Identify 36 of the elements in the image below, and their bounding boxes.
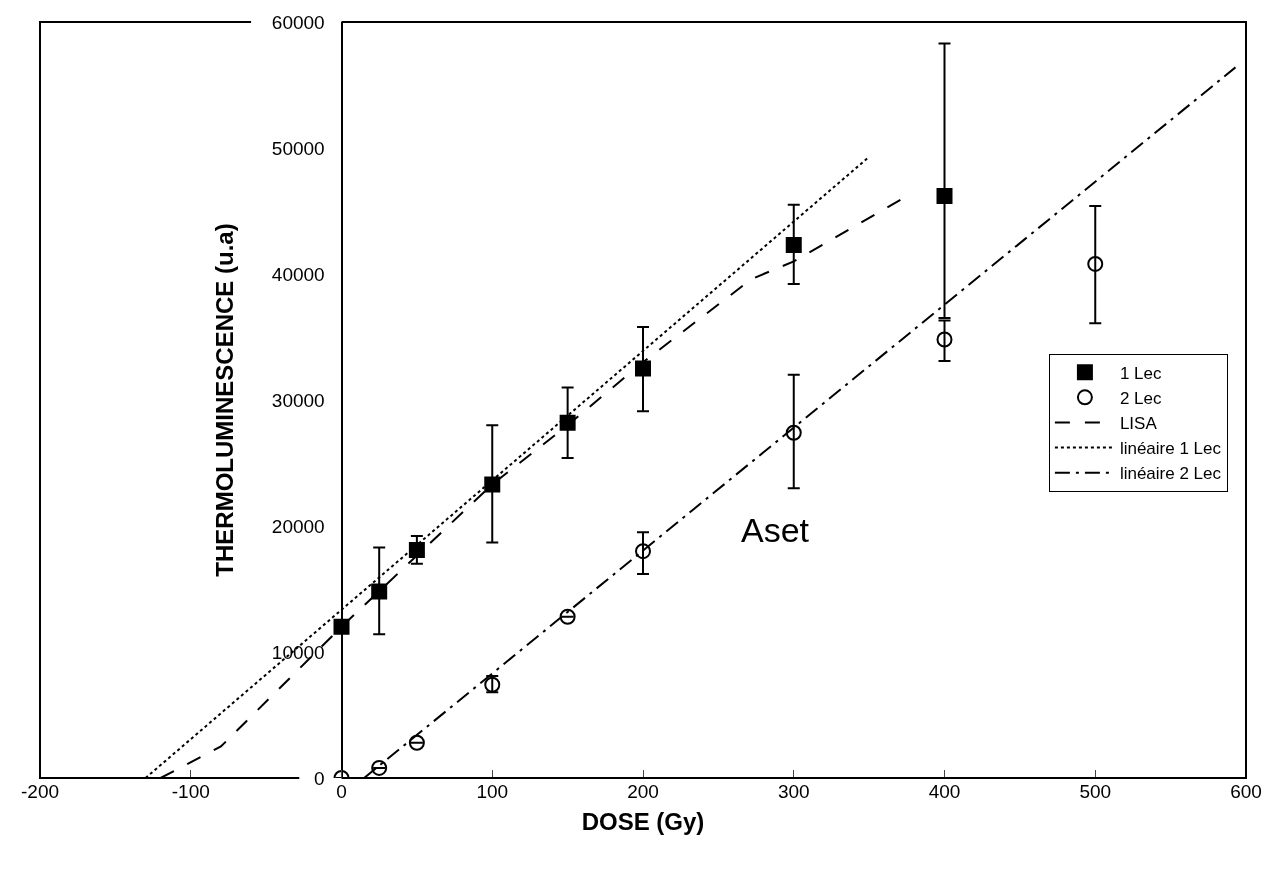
x-tick-label: 400 [928, 781, 961, 802]
y-axis-title: THERMOLUMINESCENCE (u.a) [211, 223, 239, 577]
point [936, 331, 953, 348]
point [408, 734, 425, 751]
annotation: Aset [741, 511, 810, 549]
point [371, 759, 388, 776]
legend-label: linéaire 1 Lec [1119, 439, 1222, 459]
legend-label: 2 Lec [1119, 388, 1162, 408]
x-tick-label: -100 [171, 781, 210, 802]
y-tick-label: 60000 [271, 11, 325, 33]
x-tick-label: 300 [777, 781, 810, 802]
point [785, 424, 802, 441]
point [936, 187, 953, 204]
legend-label: linéaire 2 Lec [1119, 464, 1222, 484]
x-tick-label: 600 [1230, 781, 1262, 802]
point [559, 608, 576, 625]
point [785, 237, 802, 254]
point [635, 360, 651, 377]
x-tick-label: 200 [627, 781, 659, 802]
point [484, 476, 501, 493]
x-tick-label: 0 [336, 781, 347, 802]
x-tick-label: -200 [20, 781, 60, 802]
point [635, 543, 651, 560]
y-tick-label: 40000 [271, 263, 325, 285]
x-tick-label: 500 [1079, 781, 1112, 802]
y-tick-label: 50000 [271, 137, 325, 159]
legend-label: LISA [1119, 414, 1158, 434]
y-tick-label: 30000 [271, 389, 325, 411]
x-tick-label: 100 [476, 781, 509, 802]
point [1087, 255, 1104, 272]
y-tick-label: 20000 [271, 515, 325, 537]
y-tick-label: 10000 [271, 641, 325, 663]
legend-label: 1 Lec [1119, 363, 1162, 383]
point [408, 541, 425, 558]
point [371, 583, 388, 600]
x-axis-title: DOSE (Gy) [581, 808, 705, 836]
